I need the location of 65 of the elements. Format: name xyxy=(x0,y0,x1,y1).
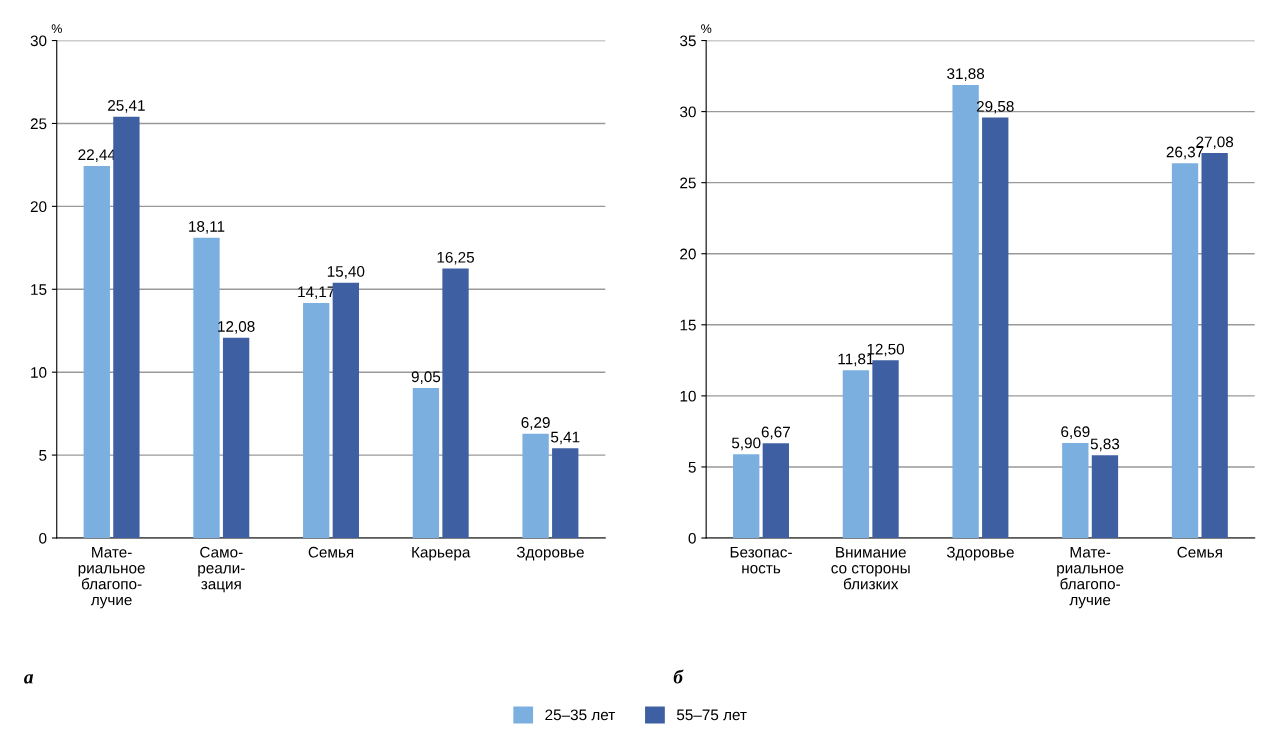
data-label: 5,41 xyxy=(550,431,580,445)
data-label: 9,05 xyxy=(411,371,441,384)
bar xyxy=(842,370,870,539)
data-label: 12,08 xyxy=(218,321,255,334)
y-tick-label: 30 xyxy=(30,35,47,47)
x-tick-label: Здоровье xyxy=(946,546,1014,561)
bar xyxy=(952,84,979,539)
y-tick-label: 25 xyxy=(30,118,47,130)
bar xyxy=(552,448,579,539)
y-tick-label: 10 xyxy=(680,390,696,402)
bar xyxy=(222,337,250,539)
y-tick-label: 30 xyxy=(680,106,696,118)
y-tick-label: 15 xyxy=(31,284,47,295)
data-label: 15,40 xyxy=(327,266,365,279)
x-tick-label: Само- реали- зация xyxy=(198,546,245,593)
bar xyxy=(733,454,760,539)
x-tick-label: Карьера xyxy=(412,546,471,561)
y-tick-label: 20 xyxy=(30,201,47,213)
data-label: 25,41 xyxy=(108,100,145,113)
text: б xyxy=(673,669,684,684)
y-tick-label: 35 xyxy=(680,35,696,47)
x-tick-label: Мате- риальное благопо- лучие xyxy=(1057,546,1124,609)
bar xyxy=(762,443,789,539)
y-tick-label: 0 xyxy=(688,532,696,544)
bar xyxy=(1171,163,1199,539)
data-label: 5,83 xyxy=(1090,438,1120,452)
y-axis-title: % xyxy=(51,24,62,34)
data-label: 6,29 xyxy=(521,417,550,430)
y-tick-label: 25 xyxy=(680,177,696,189)
x-tick-label: Семья xyxy=(308,546,354,558)
bar xyxy=(872,360,899,539)
x-tick-label: Мате- риальное благопо- лучие xyxy=(78,546,145,609)
bar xyxy=(982,117,1009,539)
bar xyxy=(412,387,440,539)
data-label: 31,88 xyxy=(947,68,985,81)
bar xyxy=(113,116,140,539)
y-tick-label: 10 xyxy=(31,367,47,378)
y-tick-label: 5 xyxy=(688,461,696,473)
bar xyxy=(522,433,549,539)
x-tick-label: Семья xyxy=(1177,546,1222,558)
x-tick-label: Здоровье xyxy=(516,546,584,561)
data-label: 14,17 xyxy=(298,286,335,300)
data-label: 29,58 xyxy=(976,100,1014,114)
bar xyxy=(1091,455,1119,539)
data-label: 18,11 xyxy=(189,221,225,234)
bar xyxy=(193,237,220,539)
x-tick-label: Безопас- ность xyxy=(730,546,792,574)
data-label: 6,67 xyxy=(761,426,790,440)
text: а xyxy=(24,674,34,684)
data-label: 6,69 xyxy=(1061,426,1090,439)
bar xyxy=(1062,442,1089,539)
data-label: 16,25 xyxy=(437,251,475,265)
legend-label: 25–35 лет xyxy=(545,709,615,721)
x-tick-label: Внимание со стороны близких xyxy=(831,546,910,590)
y-axis-title: % xyxy=(701,24,712,34)
bar xyxy=(442,268,469,539)
bar xyxy=(83,165,110,539)
y-tick-label: 20 xyxy=(680,248,696,260)
bar xyxy=(303,303,330,539)
y-tick-label: 5 xyxy=(39,450,47,461)
legend-label: 55–75 лет xyxy=(676,709,747,721)
y-tick-label: 15 xyxy=(680,319,696,331)
y-tick-label: 0 xyxy=(39,532,47,544)
bar xyxy=(332,282,359,539)
data-label: 5,90 xyxy=(731,437,761,451)
